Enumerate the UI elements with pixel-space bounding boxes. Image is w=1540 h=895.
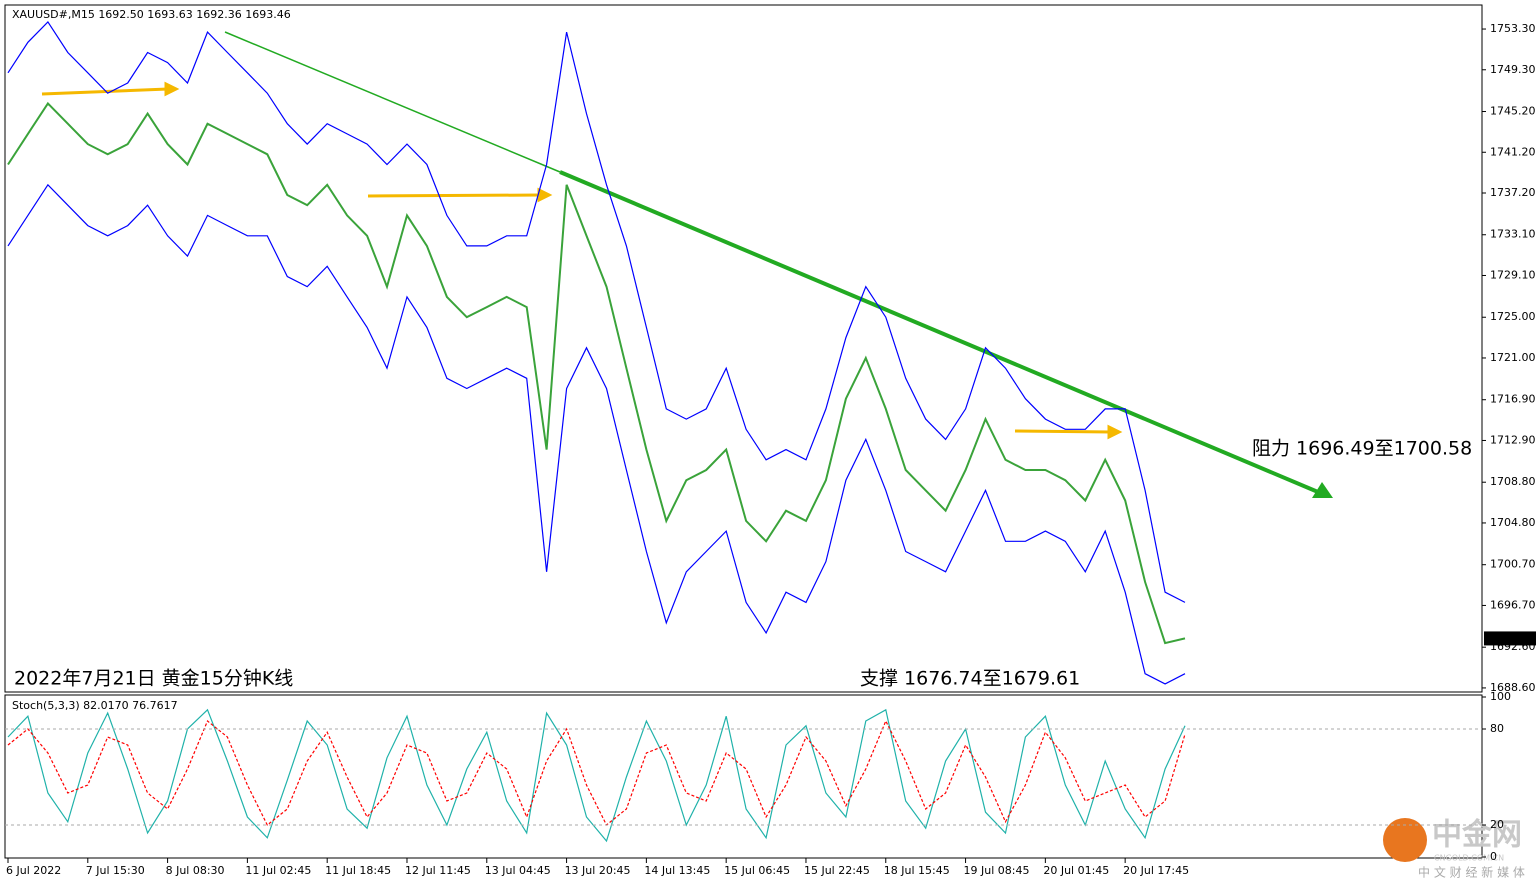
y-tick-label: 100 <box>1490 690 1511 703</box>
x-tick-label: 19 Jul 08:45 <box>964 864 1030 877</box>
x-tick-label: 13 Jul 04:45 <box>485 864 551 877</box>
y-tick-label: 80 <box>1490 722 1504 735</box>
x-tick-label: 6 Jul 2022 <box>6 864 61 877</box>
trend-line <box>559 170 1319 494</box>
annotation: 支撑 1676.74至1679.61 <box>860 668 1080 690</box>
y-tick-label: 1725.00 <box>1490 310 1536 323</box>
x-tick-label: 13 Jul 20:45 <box>565 864 631 877</box>
y-tick-label: 0 <box>1490 850 1497 863</box>
price-tag <box>1484 631 1536 646</box>
series-line <box>7 183 1186 685</box>
y-tick-label: 1741.20 <box>1490 145 1536 158</box>
y-tick-label: 1737.20 <box>1490 186 1536 199</box>
stoch-title: Stoch(5,3,3) 82.0170 76.7617 <box>12 699 178 712</box>
y-tick-label: 20 <box>1490 818 1504 831</box>
annotation: 阻力 1696.49至1700.58 <box>1252 438 1472 460</box>
series-line <box>7 101 1186 645</box>
price-tag-label: 1693.46 <box>1488 631 1534 644</box>
price-panel <box>4 4 1483 693</box>
y-tick-label: 1688.60 <box>1490 681 1536 694</box>
y-tick-label: 1745.20 <box>1490 105 1536 118</box>
y-tick-label: 1712.90 <box>1490 433 1536 446</box>
annotation: 2022年7月21日 黄金15分钟K线 <box>14 668 293 690</box>
series-line <box>7 708 1186 843</box>
y-tick-label: 1721.00 <box>1490 351 1536 364</box>
y-tick-label: 1733.10 <box>1490 228 1536 241</box>
trend-line <box>224 31 561 173</box>
y-tick-label: 1704.80 <box>1490 516 1536 529</box>
y-tick-label: 1696.70 <box>1490 598 1536 611</box>
logo-text: 中金网 <box>1432 818 1522 853</box>
x-tick-label: 20 Jul 17:45 <box>1123 864 1189 877</box>
x-tick-label: 12 Jul 11:45 <box>405 864 471 877</box>
site: CNGOLD.COM.CN <box>1434 854 1504 863</box>
orange-arrows <box>41 81 1123 440</box>
slogan: 中 文 财 经 新 媒 体 <box>1418 865 1525 880</box>
chart-title: XAUUSD#,M15 1692.50 1693.63 1692.36 1693… <box>12 8 291 21</box>
x-tick-label: 14 Jul 13:45 <box>644 864 710 877</box>
y-tick-label: 1753.30 <box>1490 22 1536 35</box>
x-tick-label: 11 Jul 18:45 <box>325 864 391 877</box>
y-tick-label: 1716.90 <box>1490 393 1536 406</box>
y-tick-label: 1700.70 <box>1490 558 1536 571</box>
arrow-head <box>1312 482 1333 498</box>
x-tick-label: 15 Jul 06:45 <box>724 864 790 877</box>
series-line <box>7 20 1186 603</box>
x-tick-label: 20 Jul 01:45 <box>1043 864 1109 877</box>
x-tick-label: 15 Jul 22:45 <box>804 864 870 877</box>
y-tick-label: 1729.10 <box>1490 268 1536 281</box>
y-tick-label: 1749.30 <box>1490 63 1536 76</box>
x-tick-label: 7 Jul 15:30 <box>86 864 145 877</box>
logo-icon <box>1383 818 1427 862</box>
watermark: 中金网 CNGOLD.COM.CN 中 文 财 经 新 媒 体 <box>1383 818 1525 880</box>
y-tick-label: 1708.80 <box>1490 475 1536 488</box>
stoch-panel <box>4 694 1483 859</box>
x-tick-label: 18 Jul 15:45 <box>884 864 950 877</box>
x-tick-label: 8 Jul 08:30 <box>166 864 225 877</box>
x-tick-label: 11 Jul 02:45 <box>245 864 311 877</box>
